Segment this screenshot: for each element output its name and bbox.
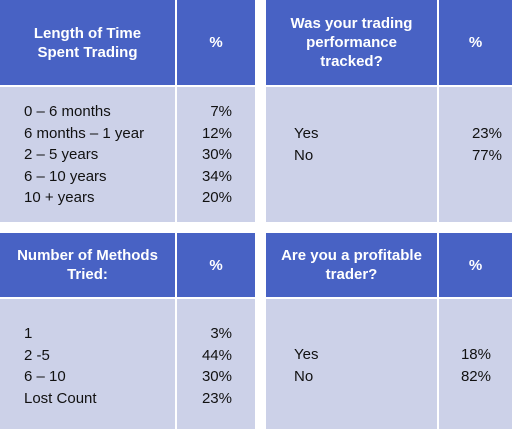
time-spent-label: 10 + years: [24, 189, 95, 206]
profitable-label-cell: [266, 299, 437, 429]
tracked-pct-header: %: [439, 0, 512, 85]
profitable-header: Are you a profitable trader?: [266, 233, 437, 297]
time-spent-value: 20%: [201, 189, 232, 206]
methods-label: Lost Count: [24, 389, 97, 407]
methods-labels: 1 2 -5 6 – 10 Lost Count: [24, 323, 97, 409]
methods-label-cell: [0, 299, 175, 429]
profitable-label: Yes: [294, 346, 319, 363]
methods-label: 1: [24, 325, 33, 342]
methods-value: 3%: [210, 325, 232, 342]
time-spent-value: 12%: [201, 124, 232, 142]
profitable-value-cell: [439, 299, 512, 429]
methods-values: 3% 44% 30% 23%: [190, 323, 232, 409]
time-spent-label: 6 months – 1 year: [24, 124, 145, 142]
methods-value: 44%: [201, 346, 232, 364]
methods-value: 23%: [201, 389, 232, 407]
time-spent-pct-header: %: [177, 0, 255, 85]
time-spent-value: 34%: [201, 167, 232, 185]
tracked-label-cell: [266, 87, 437, 222]
tracked-value-cell: [439, 87, 512, 222]
tracked-header: Was your trading performance tracked?: [266, 0, 437, 85]
methods-header: Number of Methods Tried:: [0, 233, 175, 297]
time-spent-label: 0 – 6 months: [24, 103, 111, 120]
time-spent-header-text: Length of Time Spent Trading: [33, 24, 142, 61]
tracked-labels: Yes No: [294, 123, 318, 166]
profitable-value: 82%: [460, 367, 491, 385]
time-spent-value: 7%: [210, 103, 232, 120]
profitable-pct-header: %: [439, 233, 512, 297]
time-spent-labels: 0 – 6 months 6 months – 1 year 2 – 5 yea…: [24, 101, 144, 209]
tracked-values: 23% 77%: [440, 123, 502, 166]
profitable-header-text: Are you a profitable trader?: [281, 247, 422, 283]
methods-value-cell: [177, 299, 255, 429]
tracked-label: No: [294, 146, 314, 164]
profitable-value: 18%: [460, 346, 491, 363]
time-spent-value: 30%: [201, 146, 232, 163]
methods-pct-header: %: [177, 233, 255, 297]
methods-label: 2 -5: [24, 346, 50, 364]
time-spent-header: Length of Time Spent Trading: [0, 0, 175, 85]
profitable-label: No: [294, 367, 314, 385]
methods-value: 30%: [201, 368, 232, 385]
profitable-values: 18% 82%: [440, 344, 491, 387]
tracked-label: Yes: [294, 125, 319, 142]
time-spent-value-cell: [177, 87, 255, 222]
time-spent-label: 6 – 10 years: [24, 167, 107, 185]
tracked-value: 23%: [471, 125, 502, 142]
time-spent-values: 7% 12% 30% 34% 20%: [190, 101, 232, 209]
methods-label: 6 – 10: [24, 368, 66, 385]
profitable-labels: Yes No: [294, 344, 318, 387]
time-spent-label: 2 – 5 years: [24, 146, 99, 163]
tracked-value: 77%: [471, 146, 502, 164]
time-spent-label-cell: [0, 87, 175, 222]
tracked-header-text: Was your trading performance tracked?: [290, 15, 413, 70]
methods-header-text: Number of Methods Tried:: [17, 247, 158, 283]
